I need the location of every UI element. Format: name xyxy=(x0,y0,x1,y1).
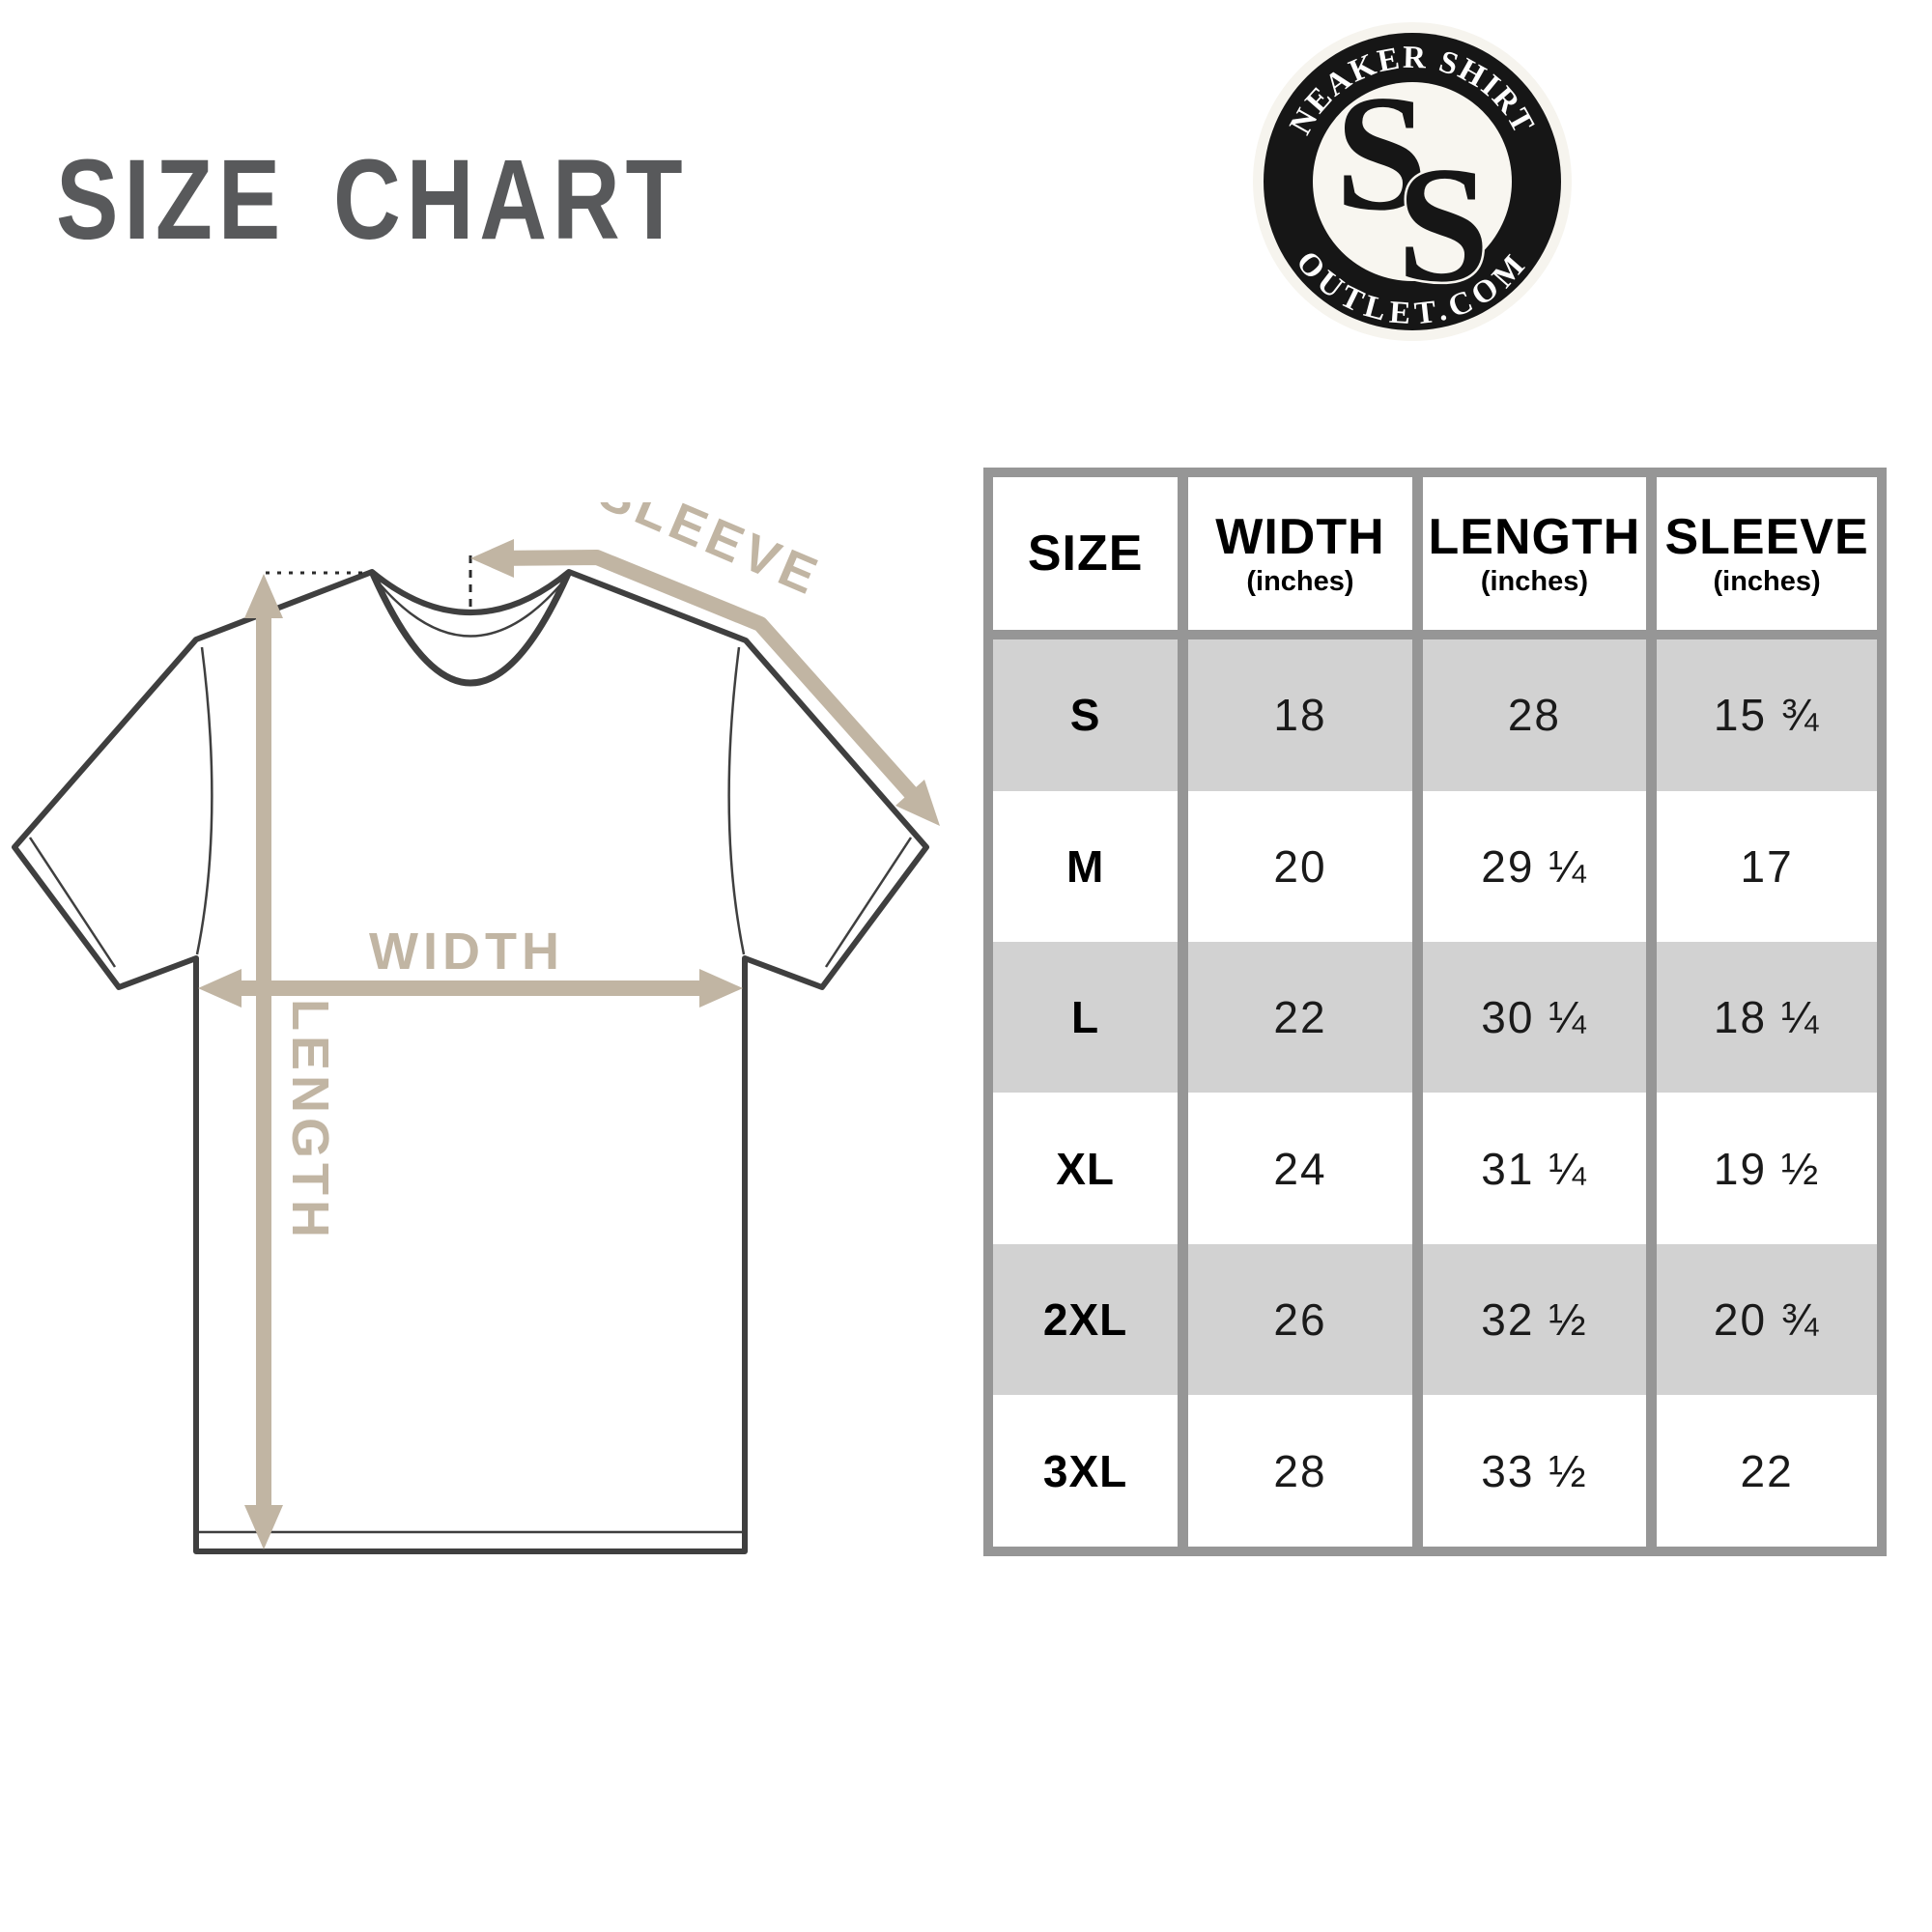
width-label: WIDTH xyxy=(369,923,564,980)
width-value: 20 xyxy=(1178,790,1418,942)
table-header-row: SIZE WIDTH (inches) LENGTH (inches) SLEEVE… xyxy=(993,477,1877,639)
length-value: 33 ½ xyxy=(1411,1395,1652,1547)
tshirt-diagram: WIDTH LENGTH SLEEVE xyxy=(12,502,940,1554)
table-row: 3XL 28 33 ½ 22 xyxy=(993,1395,1877,1547)
size-value: 2XL xyxy=(1042,1294,1128,1346)
size-value: L xyxy=(1071,992,1100,1043)
page-title: SIZE CHART xyxy=(56,136,689,264)
size-value: 3XL xyxy=(1042,1445,1128,1496)
sleeve-value: 20 ¾ xyxy=(1646,1243,1877,1396)
width-value: 22 xyxy=(1178,941,1418,1094)
length-value: 29 ¼ xyxy=(1411,790,1652,942)
table-row: S 18 28 15 ¾ xyxy=(993,635,1877,791)
col-header-size: SIZE xyxy=(993,477,1183,639)
col-header-width: WIDTH (inches) xyxy=(1178,477,1418,639)
size-table-container: SIZE WIDTH (inches) LENGTH (inches) SLEEVE… xyxy=(983,468,1887,1556)
length-value: 32 ½ xyxy=(1411,1243,1652,1396)
sleeve-value: 19 ½ xyxy=(1646,1093,1877,1244)
sleeve-arrow xyxy=(470,539,940,826)
width-value: 26 xyxy=(1178,1243,1418,1396)
table-row: XL 24 31 ¼ 19 ½ xyxy=(993,1093,1877,1244)
logo-monogram-s1: S xyxy=(1335,62,1428,245)
size-value: XL xyxy=(1056,1143,1115,1194)
length-arrow xyxy=(244,574,283,1549)
logo-inner-circle xyxy=(1313,82,1512,281)
cuff-stitch-right xyxy=(824,837,913,968)
table-row: L 22 30 ¼ 18 ¼ xyxy=(993,941,1877,1094)
width-value: 18 xyxy=(1178,635,1418,791)
sleeve-seam-left xyxy=(195,646,213,955)
table-row: M 20 29 ¼ 17 xyxy=(993,790,1877,942)
cuff-stitch-left xyxy=(28,837,117,968)
sleeve-value: 22 xyxy=(1646,1395,1877,1547)
collar-opening xyxy=(369,572,572,687)
length-value: 28 xyxy=(1411,635,1652,791)
sleeve-value: 18 ¼ xyxy=(1646,941,1877,1094)
size-table: SIZE WIDTH (inches) LENGTH (inches) SLEEVE… xyxy=(993,477,1877,1547)
table-row: 2XL 26 32 ½ 20 ¾ xyxy=(993,1243,1877,1396)
col-header-sleeve: SLEEVE (inches) xyxy=(1646,477,1877,639)
size-value: M xyxy=(1065,840,1105,892)
logo-monogram-s2: S xyxy=(1397,133,1490,317)
col-header-length: LENGTH (inches) xyxy=(1411,477,1652,639)
length-label: LENGTH xyxy=(281,999,339,1242)
sleeve-value: 17 xyxy=(1646,790,1877,942)
width-value: 24 xyxy=(1178,1093,1418,1244)
length-value: 31 ¼ xyxy=(1411,1093,1652,1244)
width-arrow xyxy=(198,969,743,1008)
sleeve-seam-right xyxy=(727,646,746,955)
sleeve-value: 15 ¾ xyxy=(1646,635,1877,791)
size-value: S xyxy=(1069,690,1101,741)
length-value: 30 ¼ xyxy=(1411,941,1652,1094)
collar-seam xyxy=(376,580,565,638)
width-value: 28 xyxy=(1178,1395,1418,1547)
brand-logo: SNEAKER SHIRTS OUTLET.COM S S xyxy=(1252,21,1572,341)
shirt-outline xyxy=(12,569,929,1554)
